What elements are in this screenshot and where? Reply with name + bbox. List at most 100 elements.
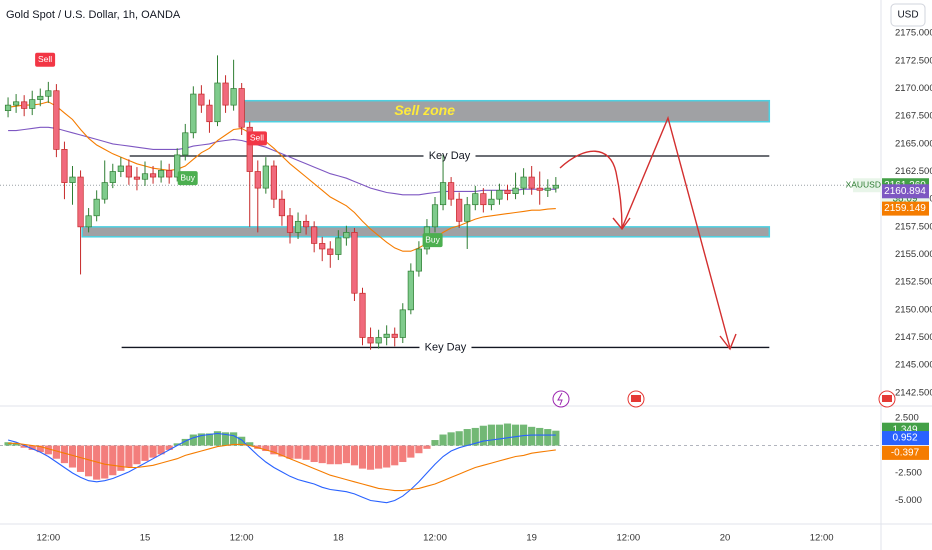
histogram-bar: [85, 445, 93, 477]
y-tick-label: 2162.500: [895, 166, 932, 177]
candle-body: [222, 82, 229, 106]
chart-title: Gold Spot / U.S. Dollar, 1h, OANDA: [6, 9, 181, 21]
icon-glyph: [882, 395, 892, 402]
histogram-bar: [173, 443, 181, 446]
candle-body: [117, 165, 124, 172]
histogram-bar: [544, 429, 552, 446]
candle-body: [109, 171, 116, 183]
histogram-bar: [391, 445, 399, 466]
histogram-bar: [487, 424, 495, 446]
histogram-value: 1.349: [892, 424, 917, 435]
candle-body: [4, 104, 12, 112]
candle-body: [439, 182, 447, 206]
candle-body: [472, 193, 479, 206]
histogram-bar: [181, 438, 189, 446]
level-label-bg: [423, 149, 476, 164]
candle-body: [294, 220, 302, 233]
candle-body: [456, 198, 463, 222]
histogram-bar: [44, 445, 52, 455]
signal-badge: [35, 52, 56, 67]
y-tick-label: 2147.500: [895, 332, 932, 343]
candle-body: [69, 176, 76, 183]
histogram-bar: [318, 445, 326, 464]
candle-body: [311, 226, 318, 244]
candle-body: [45, 90, 52, 97]
candle-body: [464, 204, 471, 222]
indicator-line: [8, 442, 556, 492]
histogram-bar: [463, 429, 471, 446]
candle-body: [238, 88, 245, 128]
y-tick-label: 2167.500: [895, 111, 932, 122]
histogram-bar: [399, 445, 407, 463]
histogram-bar: [68, 445, 77, 468]
histogram-bar: [358, 445, 367, 469]
candle-body: [359, 292, 366, 338]
macd-value: 0.952: [892, 433, 917, 444]
histogram-bar: [60, 445, 69, 464]
y-tick-label: 2175.000: [895, 28, 932, 39]
candle-body: [278, 198, 286, 217]
histogram-bar: [471, 427, 479, 446]
icon-glyph: [631, 395, 641, 402]
histogram-bar: [221, 432, 230, 446]
candle-body: [101, 182, 108, 200]
histogram-bar: [205, 433, 214, 446]
histogram-bar: [536, 427, 544, 446]
x-tick-label: 12:00: [230, 533, 254, 544]
currency-button[interactable]: [890, 3, 926, 27]
candle-body: [141, 173, 149, 180]
currency-label[interactable]: USD: [897, 10, 918, 21]
candle-body: [544, 187, 551, 191]
histogram-bar: [350, 445, 359, 466]
histogram-bar: [415, 445, 423, 454]
x-tick-label: 20: [720, 533, 731, 544]
candle-body: [254, 171, 261, 189]
countdown: 38:09: [892, 193, 917, 204]
signal-badge: [246, 131, 267, 146]
x-tick-label: 12:00: [423, 533, 447, 544]
histogram-bar: [93, 445, 101, 480]
arrow-head: [719, 333, 737, 351]
indicator-line: [8, 101, 556, 252]
candle-body: [166, 170, 173, 178]
candle-body: [29, 99, 36, 109]
histogram-bar: [109, 445, 117, 476]
candle-body: [13, 101, 20, 106]
candle-body: [93, 198, 100, 217]
macd-value-bg: [882, 445, 929, 460]
y-tick-label: 2170.000: [895, 83, 932, 94]
histogram-bar: [230, 432, 238, 446]
histogram-bar: [503, 423, 512, 446]
signal-label: Buy: [425, 234, 440, 244]
candle-body: [335, 237, 342, 255]
y-tick-label: 2150.000: [895, 304, 932, 315]
candle-body: [399, 309, 406, 338]
candle-body: [230, 88, 237, 106]
indicator-line: [7, 432, 556, 504]
histogram-bar: [431, 440, 439, 446]
candle-body: [504, 189, 511, 194]
candle-body: [61, 149, 68, 183]
candle-body: [133, 176, 141, 180]
y-tick-label: 2172.500: [895, 55, 932, 66]
histogram-bar: [213, 431, 222, 446]
histogram-bar: [76, 445, 85, 472]
candle-body: [496, 189, 503, 200]
histogram-bar: [342, 445, 350, 464]
y-tick-label: 2142.500: [895, 387, 932, 398]
candle-body: [375, 337, 382, 344]
histogram-bar: [334, 445, 342, 465]
candle-body: [246, 126, 253, 172]
level-label: Key Day: [429, 150, 471, 162]
histogram-bar: [12, 443, 20, 446]
event-icon[interactable]: [552, 390, 570, 408]
candle-body: [198, 93, 205, 106]
candle-body: [214, 82, 221, 123]
candle-body: [407, 270, 414, 311]
histogram-bar: [366, 445, 375, 470]
histogram-bar: [4, 442, 12, 446]
histogram-bar: [375, 445, 383, 469]
candle-body: [552, 184, 559, 189]
line-value-bg: [882, 184, 929, 199]
